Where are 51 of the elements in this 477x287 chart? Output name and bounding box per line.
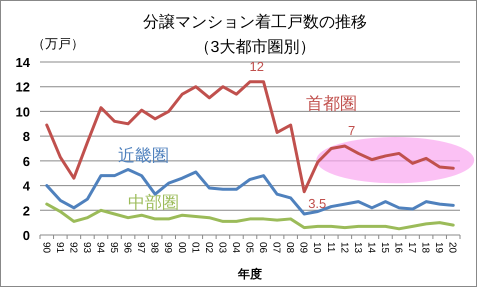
x-tick-label: 97 — [135, 242, 146, 254]
x-tick-label: 16 — [392, 242, 404, 254]
x-tick-label: 08 — [284, 242, 296, 254]
x-tick-label: 91 — [54, 242, 65, 254]
x-tick-label: 12 — [338, 242, 350, 254]
y-tick-label: 0 — [22, 228, 30, 243]
chart-subtitle: （3大都市圏別） — [194, 38, 316, 56]
x-tick-label: 93 — [80, 242, 92, 254]
x-tick-label: 13 — [352, 242, 363, 254]
x-axis-title: 年度 — [237, 267, 262, 281]
x-tick-label: 95 — [108, 242, 120, 254]
x-tick-label: 15 — [378, 242, 390, 254]
x-tick-label: 19 — [433, 242, 444, 254]
annotation: 12 — [250, 58, 264, 74]
x-tick-label: 04 — [230, 242, 241, 254]
x-tick-label: 03 — [216, 242, 228, 254]
x-tick-label: 98 — [148, 242, 160, 254]
chart-title: 分譲マンション着工戸数の推移 — [143, 13, 367, 31]
y-axis-title: （万戸） — [32, 36, 84, 51]
y-tick-label: 10 — [16, 104, 30, 120]
x-tick-label: 14 — [365, 242, 376, 254]
x-tick-label: 90 — [40, 242, 52, 254]
line-series — [45, 80, 455, 194]
x-tick-label: 99 — [162, 242, 174, 254]
line-series — [45, 168, 455, 216]
y-tick-label: 4 — [22, 178, 31, 194]
x-tick-label: 17 — [406, 242, 418, 254]
x-tick-label: 00 — [176, 242, 187, 254]
x-tick-label: 06 — [257, 242, 268, 254]
x-tick-label: 02 — [202, 242, 214, 254]
series-label: 中部圏 — [128, 192, 180, 212]
x-tick-label: 20 — [446, 242, 458, 254]
x-tick-label: 10 — [311, 242, 322, 254]
y-tick-label: 14 — [16, 55, 31, 70]
x-tick-label: 11 — [324, 242, 336, 253]
x-tick-label: 05 — [244, 242, 254, 254]
x-tick-label: 07 — [270, 242, 282, 254]
annotation: 3.5 — [308, 196, 326, 211]
x-tick-label: 09 — [298, 242, 309, 254]
y-tick-label: 6 — [22, 154, 30, 169]
x-tick-label: 01 — [189, 242, 200, 254]
series-label: 首都圏 — [306, 94, 358, 113]
x-tick-label: 96 — [122, 242, 133, 254]
y-tick-label: 2 — [22, 203, 30, 218]
y-tick-label: 8 — [22, 129, 30, 144]
x-tick-label: 94 — [94, 242, 106, 254]
x-tick-label: 92 — [67, 242, 78, 254]
y-tick-label: 12 — [16, 80, 30, 95]
series-label: 近畿圏 — [118, 146, 170, 165]
annotation: 7 — [348, 123, 356, 138]
x-tick-label: 18 — [420, 242, 431, 254]
